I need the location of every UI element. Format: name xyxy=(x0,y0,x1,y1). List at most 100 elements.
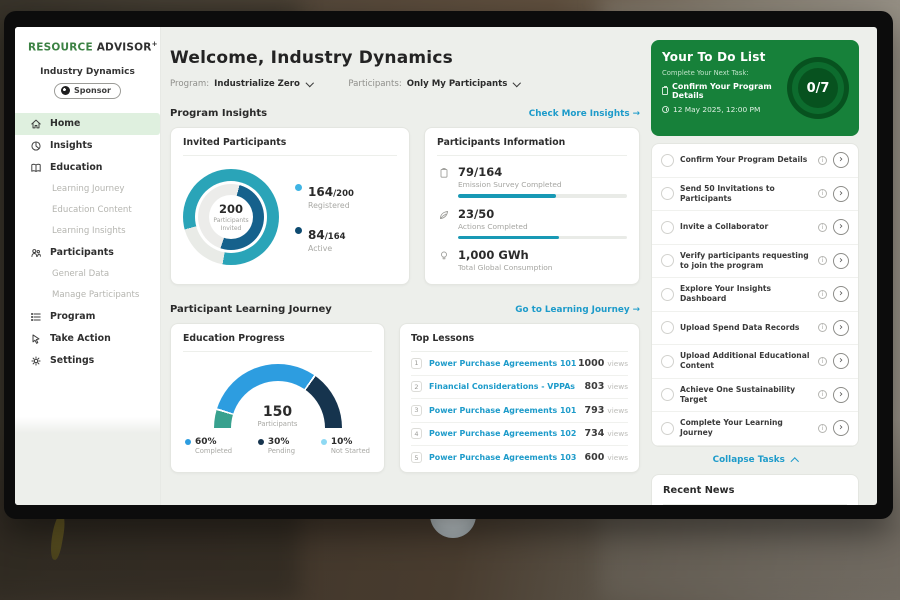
stat-progress-bar xyxy=(458,194,627,198)
sidebar-item-label: Participants xyxy=(50,247,114,258)
program-filter[interactable]: Program: Industrialize Zero xyxy=(170,79,312,89)
sidebar-nav: Home Insights Education Learning Journey Edu… xyxy=(15,113,160,372)
task-label: Send 50 Invitations to Participants xyxy=(680,184,812,204)
legend-dot-icon xyxy=(321,439,327,445)
monitor-bezel: RESOURCE ADVISOR+ Industry Dynamics Spon… xyxy=(4,11,893,519)
info-icon[interactable]: i xyxy=(818,156,827,165)
task-checkbox[interactable] xyxy=(661,221,674,234)
task-row[interactable]: Upload Additional Educational Contenti› xyxy=(652,345,858,379)
info-icon[interactable]: i xyxy=(818,256,827,265)
lesson-title-link[interactable]: Power Purchase Agreements 103 xyxy=(429,453,585,462)
participants-filter-label: Participants: xyxy=(348,79,401,89)
task-chevron-button[interactable]: › xyxy=(833,286,849,302)
sponsor-icon xyxy=(61,86,70,95)
info-icon[interactable]: i xyxy=(818,424,827,433)
task-list: Confirm Your Program Detailsi›Send 50 In… xyxy=(651,143,859,447)
task-checkbox[interactable] xyxy=(661,154,674,167)
sidebar-item-program[interactable]: Program xyxy=(15,306,160,328)
lesson-row: 3Power Purchase Agreements 101793views xyxy=(411,399,628,423)
info-icon[interactable]: i xyxy=(818,357,827,366)
learning-cards-row: Education Progress 150 Participants 60%C… xyxy=(170,323,640,473)
todo-subtitle: Complete Your Next Task: xyxy=(662,69,787,77)
task-row[interactable]: Invite a Collaboratori› xyxy=(652,211,858,245)
collapse-tasks-link[interactable]: Collapse Tasks xyxy=(651,455,859,465)
task-checkbox[interactable] xyxy=(661,321,674,334)
legend-dot-icon xyxy=(295,184,302,191)
sidebar-item-learning-journey[interactable]: Learning Journey xyxy=(15,179,160,200)
sponsor-label: Sponsor xyxy=(74,86,111,95)
sidebar-item-settings[interactable]: Settings xyxy=(15,350,160,372)
go-to-learning-journey-link[interactable]: Go to Learning Journey → xyxy=(515,305,640,315)
sidebar-item-label: Education Content xyxy=(52,205,132,215)
task-row[interactable]: Achieve One Sustainability Targeti› xyxy=(652,379,858,413)
top-lessons-list: 1Power Purchase Agreements 1011000views2… xyxy=(411,352,628,470)
learning-journey-header: Participant Learning Journey Go to Learn… xyxy=(170,304,640,315)
lesson-views-suffix: views xyxy=(607,406,628,415)
info-icon[interactable]: i xyxy=(818,390,827,399)
info-icon[interactable]: i xyxy=(818,290,827,299)
participants-filter[interactable]: Participants: Only My Participants xyxy=(348,79,519,89)
task-row[interactable]: Send 50 Invitations to Participants i › xyxy=(652,178,858,212)
sidebar-item-insights[interactable]: Insights xyxy=(15,135,160,157)
lesson-title-link[interactable]: Power Purchase Agreements 101 xyxy=(429,406,585,415)
sidebar-item-learning-insights[interactable]: Learning Insights xyxy=(15,221,160,242)
task-chevron-button[interactable]: › xyxy=(833,219,849,235)
stat-content: 79/164Emission Survey Completed xyxy=(458,165,627,198)
check-more-insights-link[interactable]: Check More Insights → xyxy=(529,109,640,119)
education-icon xyxy=(30,162,42,174)
task-row[interactable]: Verify participants requesting to join t… xyxy=(652,245,858,279)
task-chevron-button[interactable]: › xyxy=(833,186,849,202)
gauge-center-caption: Participants xyxy=(214,420,342,428)
sidebar-item-label: Take Action xyxy=(50,333,111,344)
task-checkbox[interactable] xyxy=(661,254,674,267)
todo-title: Your To Do List xyxy=(662,50,787,64)
info-icon[interactable]: i xyxy=(818,189,827,198)
sidebar-item-participants[interactable]: Participants xyxy=(15,242,160,264)
sidebar-item-manage-participants[interactable]: Manage Participants xyxy=(15,285,160,306)
legend-label: Not Started xyxy=(331,447,370,455)
task-checkbox[interactable] xyxy=(661,355,674,368)
lesson-title-link[interactable]: Financial Considerations - VPPAs xyxy=(429,382,585,391)
lesson-title-link[interactable]: Power Purchase Agreements 101 xyxy=(429,359,578,368)
task-row[interactable]: Complete Your Learning Journeyi› xyxy=(652,412,858,446)
sidebar-item-label: Manage Participants xyxy=(52,290,139,300)
task-checkbox[interactable] xyxy=(661,422,674,435)
task-row[interactable]: Confirm Your Program Detailsi› xyxy=(652,144,858,178)
gauge-center-value: 150 xyxy=(214,404,342,420)
task-row[interactable]: Upload Spend Data Recordsi› xyxy=(652,312,858,346)
lesson-title-link[interactable]: Power Purchase Agreements 102 xyxy=(429,429,585,438)
sidebar-item-take-action[interactable]: Take Action xyxy=(15,328,160,350)
sidebar-item-label: Education xyxy=(50,162,102,173)
sidebar-item-home[interactable]: Home xyxy=(15,113,160,135)
task-chevron-button[interactable]: › xyxy=(833,320,849,336)
task-chevron-button[interactable]: › xyxy=(833,253,849,269)
sponsor-badge[interactable]: Sponsor xyxy=(54,83,121,99)
stat-value: 23/50 xyxy=(458,207,627,221)
task-chevron-button[interactable]: › xyxy=(833,420,849,436)
task-chevron-button[interactable]: › xyxy=(833,353,849,369)
education-progress-gauge-chart: 150 Participants xyxy=(214,364,342,428)
legend-text: 84/164Active xyxy=(308,224,346,253)
sidebar-item-general-data[interactable]: General Data xyxy=(15,264,160,285)
main-content: Welcome, Industry Dynamics Program: Indu… xyxy=(161,27,651,505)
sidebar-item-label: Home xyxy=(50,118,80,129)
legend-text: 30%Pending xyxy=(268,437,295,455)
task-checkbox[interactable] xyxy=(661,288,674,301)
task-checkbox[interactable] xyxy=(661,388,674,401)
task-checkbox[interactable] xyxy=(661,187,674,200)
participants-filter-value: Only My Participants xyxy=(407,79,508,89)
legend-label: Registered xyxy=(308,201,354,210)
program-filter-value: Industrialize Zero xyxy=(214,79,300,89)
task-chevron-button[interactable]: › xyxy=(833,387,849,403)
lesson-rank: 1 xyxy=(411,358,422,369)
info-icon[interactable]: i xyxy=(818,223,827,232)
sidebar-item-education[interactable]: Education xyxy=(15,157,160,179)
task-row[interactable]: Explore Your Insights Dashboardi› xyxy=(652,278,858,312)
stat-row: 79/164Emission Survey Completed xyxy=(437,165,627,198)
stat-row: 23/50Actions Completed xyxy=(437,207,627,240)
sidebar-item-education-content[interactable]: Education Content xyxy=(15,200,160,221)
info-icon[interactable]: i xyxy=(818,323,827,332)
todo-next-task[interactable]: Confirm Your Program Details xyxy=(662,82,787,100)
program-icon xyxy=(30,311,42,323)
task-chevron-button[interactable]: › xyxy=(833,152,849,168)
